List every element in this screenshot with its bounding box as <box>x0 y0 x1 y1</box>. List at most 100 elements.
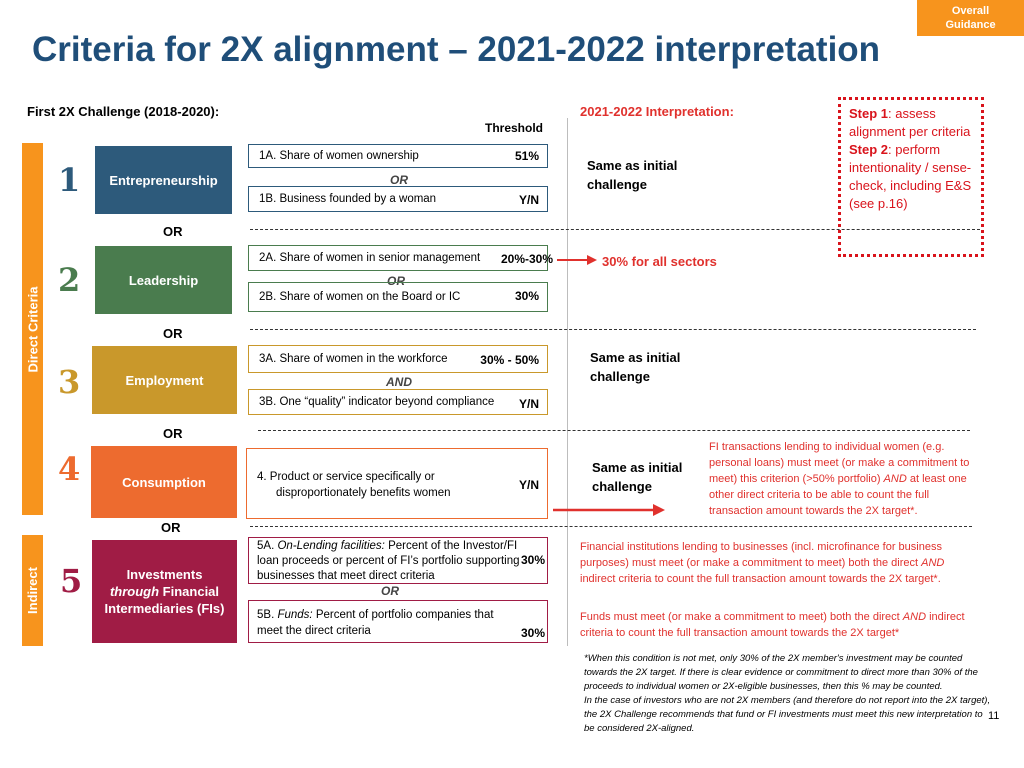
criterion-5a-prefix: 5A. <box>257 540 278 552</box>
interpretation-row1: Same as initial challenge <box>587 156 677 194</box>
step-2-text: : perform intentionality / sense-check, … <box>849 142 972 211</box>
criterion-5a-label: 5A. On-Lending facilities: Percent of th… <box>257 539 529 584</box>
consumption-text-b: at least one other direct criteria to be… <box>709 473 967 517</box>
category-entrepreneurship: Entrepreneurship <box>95 146 232 214</box>
criterion-5a-threshold: 30% <box>520 553 545 567</box>
or-separator-3: OR <box>163 426 183 441</box>
or-separator-4: OR <box>161 520 181 535</box>
join-3: AND <box>386 375 412 389</box>
divider-1 <box>250 229 980 230</box>
criterion-2b-label: 2B. Share of women on the Board or IC <box>259 291 461 303</box>
funds-text-b: indirect criteria to count the full tran… <box>580 611 965 639</box>
page-number: 11 <box>988 710 1000 722</box>
funds-text-italic: AND <box>902 611 927 623</box>
criterion-2a-label: 2A. Share of women in senior management <box>259 252 481 264</box>
step-2: Step 2: perform intentionality / sense-c… <box>849 141 973 213</box>
criterion-1a-threshold: 51% <box>514 149 539 163</box>
category-investments: Investments through Financial Intermedia… <box>92 540 237 643</box>
category-investments-line1: Investments <box>126 567 203 582</box>
criterion-5b-rest: Percent of portfolio companies that meet… <box>257 609 494 637</box>
interpretation-row3: Same as initial challenge <box>590 348 680 386</box>
criterion-5a-italic: On-Lending facilities: <box>277 540 385 552</box>
criterion-1a: 1A. Share of women ownership 51% <box>248 144 548 168</box>
funds-interpretation: Funds must meet (or make a commitment to… <box>580 609 980 641</box>
criterion-1a-label: 1A. Share of women ownership <box>259 150 419 162</box>
step-1-label: Step 1 <box>849 106 889 121</box>
criterion-3a-threshold: 30% - 50% <box>480 353 539 367</box>
criteria-number-4: 4 <box>58 450 81 488</box>
arrow-right-icon <box>553 504 665 516</box>
criteria-number-1: 1 <box>58 161 81 199</box>
or-separator-2: OR <box>163 326 183 341</box>
footnote-p2: In the case of investors who are not 2X … <box>584 695 991 734</box>
step-1: Step 1: assess alignment per criteria <box>849 105 973 141</box>
category-investments-line3: Intermediaries (FIs) <box>104 601 225 616</box>
interpretation-row4: Same as initial challenge <box>592 458 682 496</box>
criterion-3a-label: 3A. Share of women in the workforce <box>259 353 448 365</box>
criterion-5b-prefix: 5B. <box>257 609 278 621</box>
category-investments-line2: through Financial <box>110 583 219 600</box>
criterion-2b: 2B. Share of women on the Board or IC 30… <box>248 282 548 312</box>
steps-box: Step 1: assess alignment per criteria St… <box>838 97 984 257</box>
overall-guidance-tag: Overall Guidance <box>917 0 1024 36</box>
same-line1: Same as initial <box>592 460 683 475</box>
tag-line1: Overall <box>951 5 990 17</box>
criterion-1b-threshold: Y/N <box>518 193 539 207</box>
onlending-text-a: Financial institutions lending to busine… <box>580 541 942 569</box>
same-line1: Same as initial <box>587 158 678 173</box>
consumption-text-a: FI transactions lending to individual wo… <box>709 441 970 485</box>
footnote-p1: *When this condition is not met, only 30… <box>584 653 978 692</box>
criterion-3b: 3B. One “quality” indicator beyond compl… <box>248 389 548 415</box>
same-line2: challenge <box>590 369 650 384</box>
divider-3 <box>258 430 970 431</box>
criterion-2a-threshold: 20%-30% <box>500 252 553 266</box>
divider-4 <box>250 526 972 527</box>
criterion-5a: 5A. On-Lending facilities: Percent of th… <box>248 537 548 584</box>
indirect-sidebar: Indirect <box>22 535 43 646</box>
step-1-text: : assess alignment per criteria <box>849 106 971 139</box>
join-5: OR <box>381 584 399 598</box>
leadership-interpretation: 30% for all sectors <box>602 254 717 269</box>
category-leadership: Leadership <box>95 246 232 314</box>
onlending-text-b: indirect criteria to count the full tran… <box>580 573 941 585</box>
divider-2 <box>250 329 976 330</box>
direct-criteria-label: Direct Criteria <box>25 286 41 372</box>
criterion-5a-rest: Percent of the Investor/FI loan proceeds… <box>257 540 520 582</box>
criterion-3b-threshold: Y/N <box>518 397 539 411</box>
tag-line2: Guidance <box>945 19 996 31</box>
criterion-4-label-line2: disproportionately benefits women <box>276 487 451 499</box>
step-2-label: Step 2 <box>849 142 889 157</box>
financial-text: Financial <box>159 584 220 599</box>
criterion-3b-label: 3B. One “quality” indicator beyond compl… <box>259 396 495 408</box>
criterion-5b: 5B. Funds: Percent of portfolio companie… <box>248 600 548 643</box>
arrow-right-icon <box>557 255 597 265</box>
criterion-2b-threshold: 30% <box>514 289 539 303</box>
indirect-label: Indirect <box>25 567 40 614</box>
consumption-interpretation: FI transactions lending to individual wo… <box>709 439 981 519</box>
criteria-number-5: 5 <box>60 562 83 600</box>
through-italic: through <box>109 584 160 599</box>
or-separator-1: OR <box>163 224 183 239</box>
criterion-1b: 1B. Business founded by a woman Y/N <box>248 186 548 212</box>
criterion-4-label: 4. Product or service specifically or di… <box>257 469 451 501</box>
criterion-4-label-line1: 4. Product or service specifically or <box>257 471 435 483</box>
criterion-3a: 3A. Share of women in the workforce 30% … <box>248 345 548 373</box>
criterion-5b-threshold: 30% <box>520 626 545 640</box>
join-2: OR <box>387 274 405 288</box>
funds-text-a: Funds must meet (or make a commitment to… <box>580 611 903 623</box>
same-line2: challenge <box>592 479 652 494</box>
criterion-5b-label: 5B. Funds: Percent of portfolio companie… <box>257 607 522 639</box>
criteria-number-3: 3 <box>58 363 81 401</box>
criterion-4-threshold: Y/N <box>518 478 539 492</box>
interpretation-header: 2021-2022 Interpretation: <box>580 104 734 119</box>
join-1: OR <box>390 173 408 187</box>
direct-criteria-sidebar: Direct Criteria <box>22 143 43 515</box>
threshold-header: Threshold <box>485 121 544 135</box>
onlending-interpretation: Financial institutions lending to busine… <box>580 539 980 587</box>
first-challenge-header: First 2X Challenge (2018-2020): <box>27 104 220 119</box>
onlending-text-italic: AND <box>921 557 945 569</box>
criterion-1b-label: 1B. Business founded by a woman <box>259 193 437 205</box>
criterion-5b-italic: Funds: <box>277 609 313 621</box>
criterion-4: 4. Product or service specifically or di… <box>246 448 548 519</box>
same-line2: challenge <box>587 177 647 192</box>
